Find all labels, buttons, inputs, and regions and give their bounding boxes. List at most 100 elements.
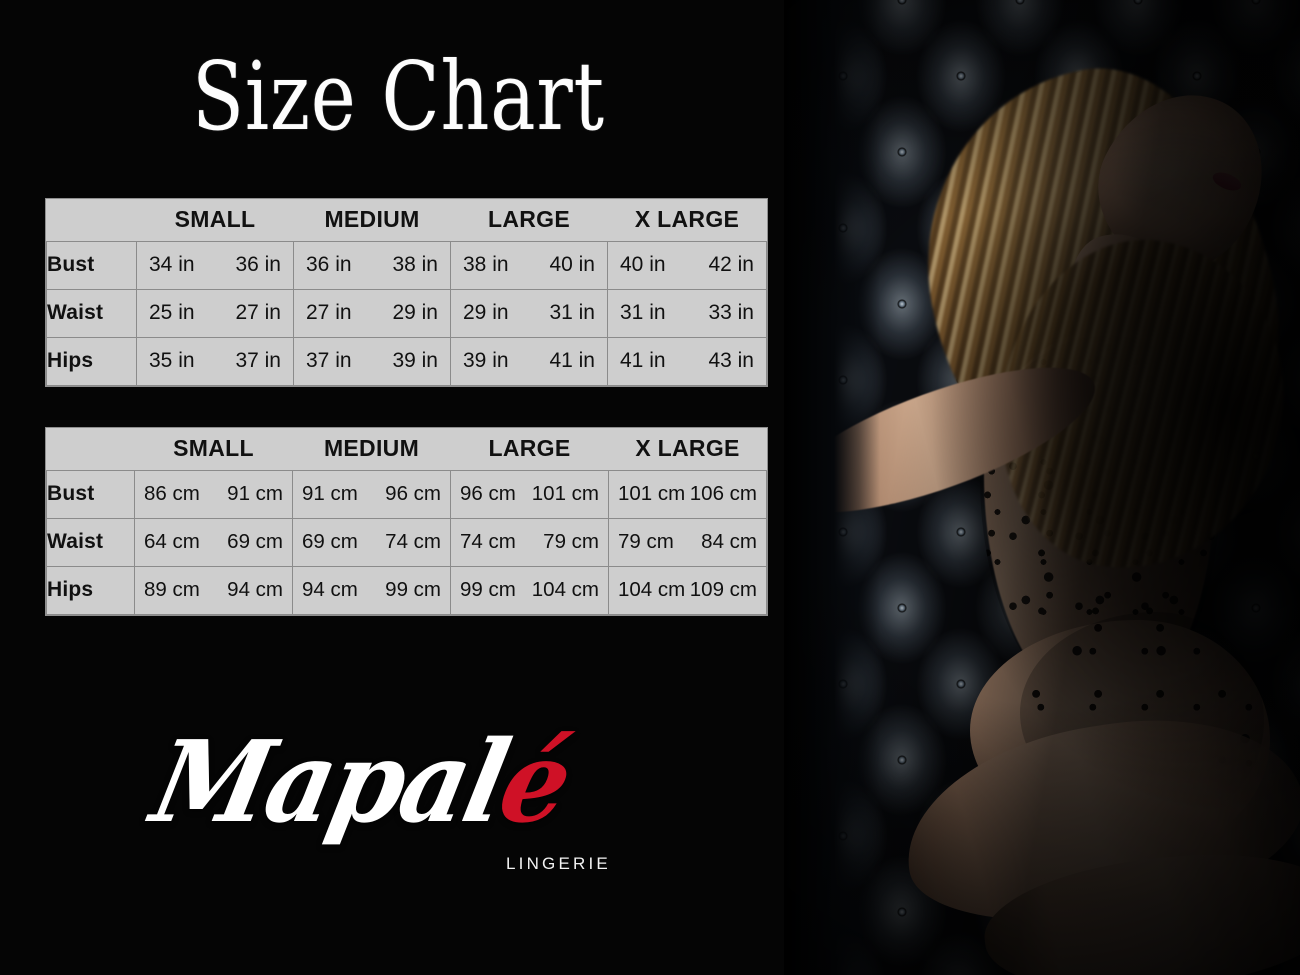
value-max: 104 cm [531,578,599,601]
table-row: Waist 25 in 27 in 27 in 29 in 29 in 31 in 3… [46,288,767,338]
cell-bust-large: 96 cm 101 cm [450,469,609,519]
value-max: 84 cm [701,530,757,553]
value-max: 101 cm [531,482,599,505]
cell-waist-xlarge: 31 in 33 in [607,288,767,338]
value-max: 38 in [392,253,438,276]
corner-cell [46,428,135,471]
table-row: Hips 89 cm 94 cm 94 cm 99 cm 99 cm 104 cm 1… [46,565,767,615]
value-min: 99 cm [460,578,516,601]
cell-hips-large: 99 cm 104 cm [450,565,609,615]
brand-logo: Mapalé LINGERIE [142,715,608,896]
value-min: 29 in [463,301,509,324]
value-min: 91 cm [302,482,358,505]
row-label-bust: Bust [46,240,137,290]
value-max: 43 in [708,349,754,372]
table-header-row: SMALL MEDIUM LARGE X LARGE [46,199,767,242]
cell-bust-xlarge: 40 in 42 in [607,240,767,290]
page-title: Size Chart [192,42,605,152]
value-max: 29 in [392,301,438,324]
header-small: SMALL [134,428,293,471]
cell-waist-medium: 69 cm 74 cm [292,517,451,567]
cell-bust-small: 34 in 36 in [136,240,294,290]
value-max: 37 in [235,349,281,372]
cell-hips-small: 89 cm 94 cm [134,565,293,615]
value-max: 27 in [235,301,281,324]
value-max: 96 cm [385,482,441,505]
value-max: 91 cm [227,482,283,505]
cell-waist-xlarge: 79 cm 84 cm [608,517,767,567]
table-header-row: SMALL MEDIUM LARGE X LARGE [46,428,767,471]
value-min: 96 cm [460,482,516,505]
cell-hips-xlarge: 41 in 43 in [607,336,767,386]
header-small: SMALL [136,199,294,242]
value-max: 36 in [235,253,281,276]
value-max: 79 cm [543,530,599,553]
value-min: 40 in [620,253,666,276]
header-large: LARGE [450,428,609,471]
value-min: 94 cm [302,578,358,601]
brand-main-text: Mapal [142,715,518,849]
cell-waist-small: 25 in 27 in [136,288,294,338]
row-label-hips: Hips [46,565,135,615]
value-min: 37 in [306,349,352,372]
value-min: 39 in [463,349,509,372]
value-max: 106 cm [689,482,757,505]
size-table-inches: SMALL MEDIUM LARGE X LARGE Bust 34 in 36 … [46,199,767,386]
table-row: Bust 86 cm 91 cm 91 cm 96 cm 96 cm 101 cm 1… [46,469,767,519]
row-label-waist: Waist [46,288,137,338]
value-min: 89 cm [144,578,200,601]
cell-waist-medium: 27 in 29 in [293,288,451,338]
value-min: 38 in [463,253,509,276]
cell-bust-small: 86 cm 91 cm [134,469,293,519]
cell-bust-medium: 91 cm 96 cm [292,469,451,519]
cell-bust-xlarge: 101 cm 106 cm [608,469,767,519]
table-row: Bust 34 in 36 in 36 in 38 in 38 in 40 in 40… [46,240,767,290]
value-min: 35 in [149,349,195,372]
value-max: 40 in [549,253,595,276]
header-medium: MEDIUM [293,199,451,242]
row-label-bust: Bust [46,469,135,519]
cell-bust-medium: 36 in 38 in [293,240,451,290]
cell-hips-small: 35 in 37 in [136,336,294,386]
brand-subtitle: LINGERIE [506,854,611,873]
size-table-centimeters: SMALL MEDIUM LARGE X LARGE Bust 86 cm 91 … [46,428,767,615]
header-x-large: X LARGE [608,428,767,471]
brand-wordmark: Mapalé [142,715,581,848]
table-row: Hips 35 in 37 in 37 in 39 in 39 in 41 in 41… [46,336,767,386]
header-medium: MEDIUM [292,428,451,471]
value-max: 33 in [708,301,754,324]
value-min: 25 in [149,301,195,324]
value-max: 94 cm [227,578,283,601]
value-min: 69 cm [302,530,358,553]
cell-waist-small: 64 cm 69 cm [134,517,293,567]
value-max: 39 in [392,349,438,372]
value-max: 109 cm [689,578,757,601]
cell-hips-xlarge: 104 cm 109 cm [608,565,767,615]
value-min: 64 cm [144,530,200,553]
cell-hips-medium: 94 cm 99 cm [292,565,451,615]
cell-hips-medium: 37 in 39 in [293,336,451,386]
table-row: Waist 64 cm 69 cm 69 cm 74 cm 74 cm 79 cm 7… [46,517,767,567]
cell-waist-large: 29 in 31 in [450,288,608,338]
value-max: 41 in [549,349,595,372]
value-min: 104 cm [618,578,686,601]
cell-bust-large: 38 in 40 in [450,240,608,290]
cell-hips-large: 39 in 41 in [450,336,608,386]
value-max: 74 cm [385,530,441,553]
value-min: 31 in [620,301,666,324]
value-min: 36 in [306,253,352,276]
header-large: LARGE [450,199,608,242]
value-min: 27 in [306,301,352,324]
value-max: 42 in [708,253,754,276]
row-label-waist: Waist [46,517,135,567]
value-max: 99 cm [385,578,441,601]
row-label-hips: Hips [46,336,137,386]
value-min: 34 in [149,253,195,276]
value-min: 86 cm [144,482,200,505]
header-x-large: X LARGE [607,199,767,242]
value-min: 74 cm [460,530,516,553]
corner-cell [46,199,137,242]
cell-waist-large: 74 cm 79 cm [450,517,609,567]
value-min: 79 cm [618,530,674,553]
